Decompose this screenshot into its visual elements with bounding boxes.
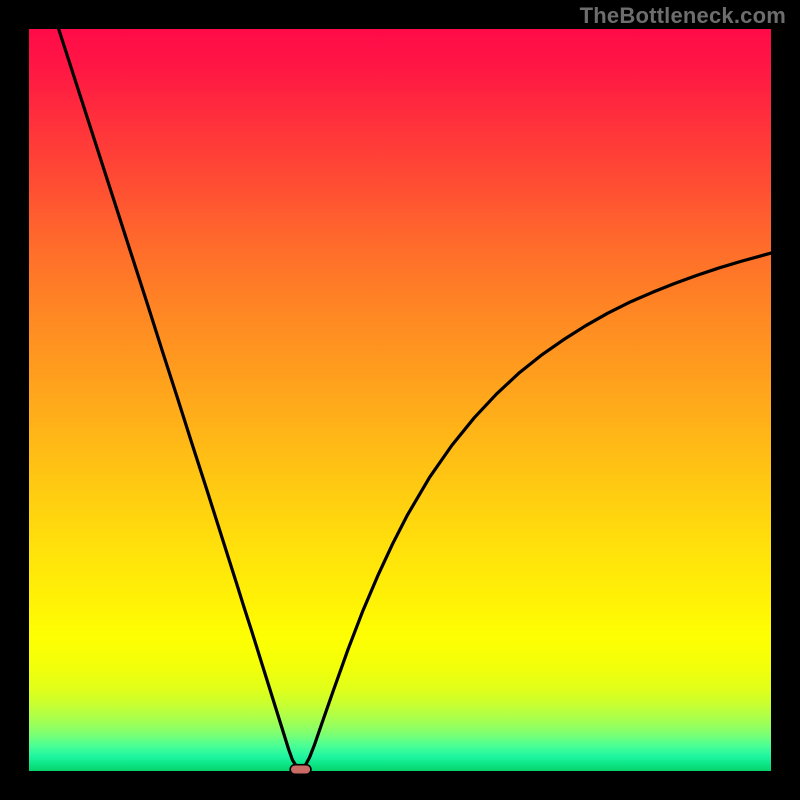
attribution-text: TheBottleneck.com [580, 3, 786, 29]
minimum-marker [290, 765, 311, 775]
plot-background [29, 29, 771, 771]
bottleneck-chart [0, 0, 800, 800]
chart-container: TheBottleneck.com [0, 0, 800, 800]
